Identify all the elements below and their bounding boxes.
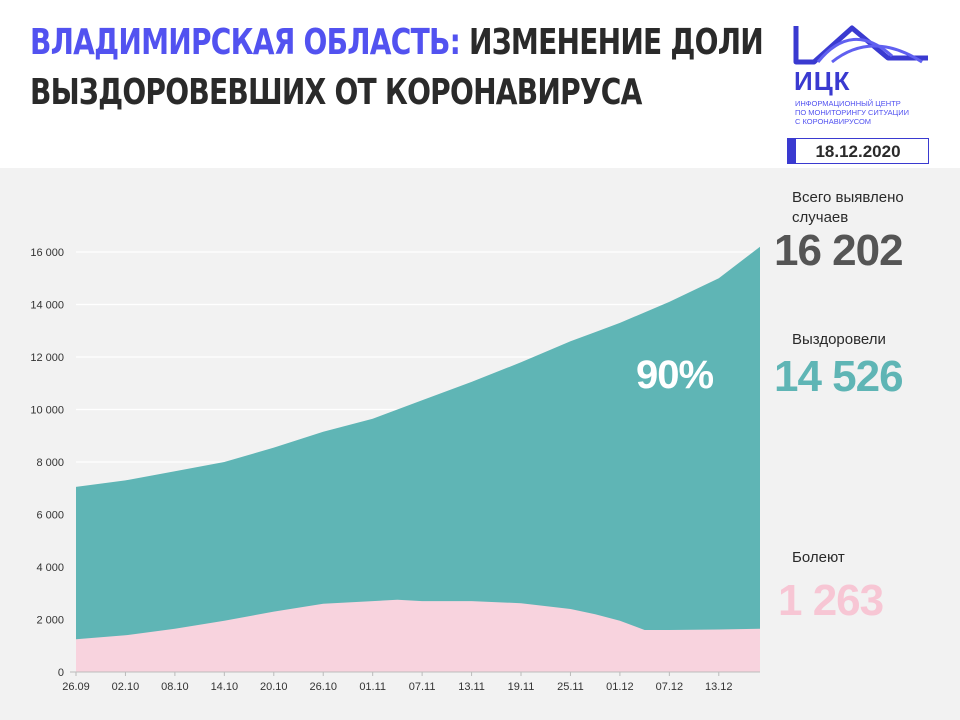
x-tick-label: 14.10 — [211, 681, 239, 693]
logo-subtitle-line: ИНФОРМАЦИОННЫЙ ЦЕНТР — [795, 99, 901, 108]
y-tick-label: 14 000 — [30, 300, 64, 312]
logo-subtitle-line: ПО МОНИТОРИНГУ СИТУАЦИИ — [795, 108, 909, 117]
x-tick-label: 02.10 — [112, 681, 140, 693]
x-tick-label: 25.11 — [557, 681, 584, 693]
recovered-share: 90% — [636, 353, 714, 397]
x-tick-label: 26.10 — [309, 681, 337, 693]
area-chart: 0 2 000 4 000 6 000 8 000 10 000 12 000 14 000 1… — [30, 246, 760, 693]
x-tick-label: 20.10 — [260, 681, 288, 693]
title-line1: ИЗМЕНЕНИЕ ДОЛИ — [460, 22, 764, 63]
x-tick-label: 19.11 — [508, 681, 535, 693]
x-tick-label: 08.10 — [161, 681, 189, 693]
total-label-line2: случаев — [792, 209, 849, 226]
x-tick-label: 07.12 — [656, 681, 684, 693]
sick-value: 1 263 — [778, 576, 884, 625]
title-line2: ВЫЗДОРОВЕВШИХ ОТ КОРОНАВИРУСА — [30, 72, 642, 113]
logo-subtitle: ИНФОРМАЦИОННЫЙ ЦЕНТР ПО МОНИТОРИНГУ СИТУ… — [795, 99, 945, 126]
chart-panel: 0 2 000 4 000 6 000 8 000 10 000 12 000 14 000 1… — [0, 168, 960, 720]
logo-name: ИЦК — [794, 66, 851, 96]
recovered-label: Выздоровели — [792, 331, 886, 348]
total-label: Всего выявлено случаев — [792, 188, 904, 228]
total-value: 16 202 — [774, 226, 904, 275]
y-tick-label: 12 000 — [30, 352, 64, 364]
date-text: 18.12.2020 — [815, 142, 901, 161]
total-label-line1: Всего выявлено — [792, 189, 904, 206]
date-badge: 18.12.2020 — [787, 138, 929, 164]
y-tick-label: 4 000 — [36, 562, 64, 574]
x-tick-label: 01.12 — [606, 681, 634, 693]
y-tick-label: 10 000 — [30, 405, 64, 417]
recovered-value: 14 526 — [774, 352, 904, 401]
x-tick-label: 01.11 — [359, 681, 386, 693]
page-title: ВЛАДИМИРСКАЯ ОБЛАСТЬ: ИЗМЕНЕНИЕ ДОЛИ ВЫЗ… — [30, 18, 764, 118]
sick-label: Болеют — [792, 549, 845, 566]
logo: ИЦК ИНФОРМАЦИОННЫЙ ЦЕНТР ПО МОНИТОРИНГУ … — [792, 22, 942, 126]
logo-arcs-icon — [793, 25, 928, 65]
y-tick-label: 2 000 — [36, 615, 64, 627]
x-tick-label: 13.11 — [458, 681, 485, 693]
x-tick-label: 26.09 — [62, 681, 90, 693]
y-tick-label: 8 000 — [36, 457, 64, 469]
date-badge-bar — [788, 139, 796, 163]
y-tick-label: 16 000 — [30, 247, 64, 259]
x-tick-label: 07.11 — [409, 681, 436, 693]
title-region: ВЛАДИМИРСКАЯ ОБЛАСТЬ: — [30, 22, 461, 63]
logo-subtitle-line: С КОРОНАВИРУСОМ — [795, 117, 872, 126]
y-tick-label: 0 — [58, 667, 64, 679]
y-tick-label: 6 000 — [36, 510, 64, 522]
series-area-sick — [76, 599, 760, 672]
x-tick-label: 13.12 — [705, 681, 733, 693]
series-area-recovered — [76, 246, 760, 672]
